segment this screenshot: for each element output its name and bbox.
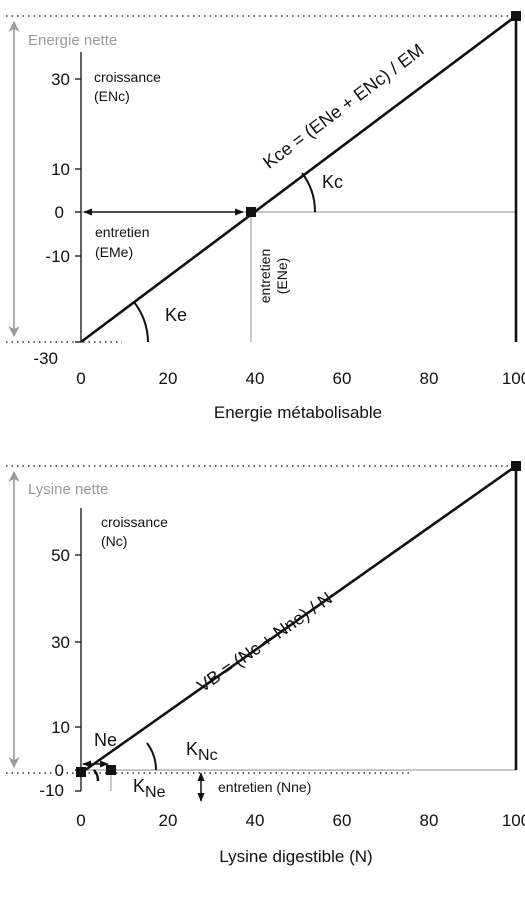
chart-lysine: 50 30 10 0 -10 0 20 40 60 80 100 Lysine … xyxy=(6,461,525,866)
x-tick-label-40: 40 xyxy=(246,369,265,388)
growth-label-line2: (Nc) xyxy=(101,533,127,549)
y-tick-label-30: 30 xyxy=(51,70,70,89)
y-axis-title: Lysine nette xyxy=(28,481,108,498)
x-tick-label-20: 20 xyxy=(159,811,178,830)
net-maintenance-label: entretien (ENe) xyxy=(257,249,290,303)
growth-label-line1: croissance xyxy=(94,69,161,85)
label-kne: KNe xyxy=(133,776,166,801)
label-knc-sub: Nc xyxy=(198,747,218,764)
point-end xyxy=(511,11,521,21)
angle-arc-knc xyxy=(146,742,157,771)
x-tick-label-100: 100 xyxy=(502,369,525,388)
y-tick-label-0: 0 xyxy=(55,761,64,780)
x-tick-label-40: 40 xyxy=(246,811,265,830)
y-axis-title: Energie nette xyxy=(28,32,117,49)
x-tick-label-60: 60 xyxy=(333,369,352,388)
series-line xyxy=(80,464,517,775)
x-axis-title: Energie métabolisable xyxy=(214,403,382,422)
x-tick-label-80: 80 xyxy=(420,811,439,830)
x-tick-label-20: 20 xyxy=(159,369,178,388)
maintenance-label-line2: (EMe) xyxy=(95,244,133,260)
point-maintenance xyxy=(106,765,116,775)
maintenance-label: entretien (Nne) xyxy=(218,779,311,795)
y-tick-label-50: 50 xyxy=(51,546,70,565)
x-tick-label-0: 0 xyxy=(76,811,85,830)
point-origin xyxy=(76,767,86,777)
y-tick-label-10: 10 xyxy=(51,718,70,737)
formula-vb: VB = (Nc + Nne) / N xyxy=(193,588,336,696)
y-ticks xyxy=(75,554,81,792)
label-ke: Ke xyxy=(165,305,187,325)
net-maintenance-label-line1: entretien xyxy=(257,249,273,303)
series-line xyxy=(80,14,517,344)
angle-arc-ke xyxy=(133,301,149,343)
x-tick-label-60: 60 xyxy=(333,811,352,830)
y-tick-label-m10: -10 xyxy=(45,247,70,266)
angle-arc-kc xyxy=(301,172,317,213)
label-kne-sub: Ne xyxy=(145,784,166,801)
y-tick-label-10: 10 xyxy=(51,160,70,179)
maintenance-label-line1: entretien xyxy=(95,224,149,240)
label-kc: Kc xyxy=(322,172,343,192)
y-tick-label-0: 0 xyxy=(55,203,64,222)
label-kne-main: K xyxy=(133,776,145,796)
angle-arc-kne xyxy=(93,769,100,782)
chart-energie: 30 10 0 -10 -30 0 20 40 60 80 100 Energi… xyxy=(6,11,525,422)
label-knc-main: K xyxy=(186,739,198,759)
y-tick-label-30: 30 xyxy=(51,633,70,652)
x-tick-label-100: 100 xyxy=(502,811,525,830)
point-maintenance xyxy=(246,207,256,217)
net-maintenance-label-line2: (ENe) xyxy=(274,258,290,295)
label-knc: KNc xyxy=(186,739,218,764)
y-ticks xyxy=(75,78,81,343)
y-tick-label-m10: -10 xyxy=(39,781,64,800)
y-tick-label-m30: -30 xyxy=(33,349,58,368)
formula-kce: Kce = (ENe + ENc) / EM xyxy=(259,40,427,173)
x-axis-title: Lysine digestible (N) xyxy=(219,847,372,866)
point-end xyxy=(511,461,521,471)
growth-label-line2: (ENc) xyxy=(94,88,130,104)
growth-label-line1: croissance xyxy=(101,514,168,530)
x-tick-label-80: 80 xyxy=(420,369,439,388)
x-tick-label-0: 0 xyxy=(76,369,85,388)
label-ne: Ne xyxy=(94,730,117,750)
